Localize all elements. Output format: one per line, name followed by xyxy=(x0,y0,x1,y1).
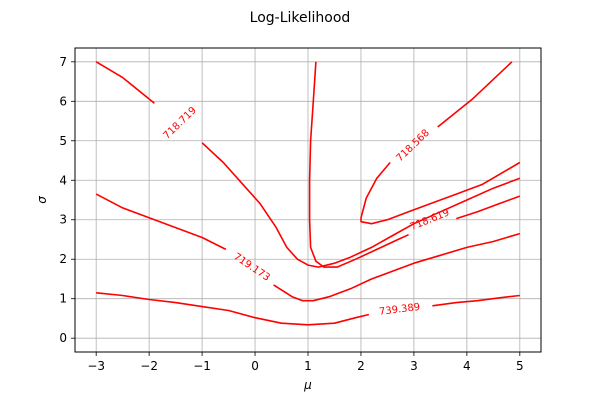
x-tick-label: −3 xyxy=(87,359,105,373)
y-tick-label: 4 xyxy=(59,173,67,187)
x-tick-label: 3 xyxy=(410,359,418,373)
contour-line-718.719 xyxy=(95,61,155,104)
grid xyxy=(75,48,541,352)
y-tick-label: 3 xyxy=(59,213,67,227)
contour-lines xyxy=(95,61,521,326)
contour-line-719.173 xyxy=(95,193,227,251)
contour-line-718.619 xyxy=(308,61,409,268)
y-axis-label: σ xyxy=(35,196,49,204)
y-tick-label: 5 xyxy=(59,134,67,148)
contour-label: 719.173 xyxy=(231,251,271,283)
x-tick-label: 5 xyxy=(516,359,524,373)
contour-line-739.389 xyxy=(432,294,520,307)
contour-label: 739.389 xyxy=(378,302,420,318)
axis-ticks: −3 −2 −1 0 1 2 3 4 5 0 1 2 3 4 5 6 7 xyxy=(59,55,523,373)
contour-line-718.568 xyxy=(437,61,513,128)
contour-line-739.389 xyxy=(96,292,370,326)
y-tick-label: 0 xyxy=(59,331,67,345)
contour-line-718.619 xyxy=(456,195,521,220)
contour-label: 718.568 xyxy=(395,128,432,165)
x-tick-label: 4 xyxy=(463,359,471,373)
contour-line-718.568 xyxy=(360,161,521,225)
y-tick-label: 6 xyxy=(59,94,67,108)
x-tick-label: 2 xyxy=(357,359,365,373)
y-tick-label: 1 xyxy=(59,292,67,306)
contour-line-719.173 xyxy=(273,232,521,302)
x-tick-label: 0 xyxy=(251,359,259,373)
y-tick-label: 7 xyxy=(59,55,67,69)
contour-line-718.719 xyxy=(201,142,521,268)
y-tick-label: 2 xyxy=(59,252,67,266)
x-tick-label: −2 xyxy=(140,359,158,373)
x-axis-label: μ xyxy=(303,378,312,392)
contour-label: 718.619 xyxy=(409,207,451,233)
chart-title: Log-Likelihood xyxy=(250,10,351,26)
x-tick-label: 1 xyxy=(304,359,312,373)
x-tick-label: −1 xyxy=(193,359,211,373)
contour-label: 718.719 xyxy=(162,105,199,142)
